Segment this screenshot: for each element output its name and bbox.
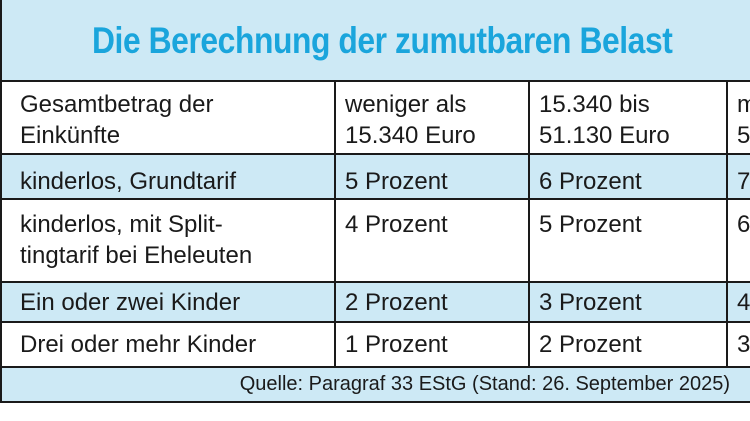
row-value: 6: [737, 211, 750, 238]
row-value: 5 Prozent: [345, 168, 448, 195]
row-label: kinderlos, Grundtarif: [20, 168, 237, 195]
source-note: Quelle: Paragraf 33 EStG (Stand: 26. Sep…: [239, 373, 730, 395]
table-row-header: Gesamtbetrag der Einkünfte weniger als 1…: [2, 82, 750, 155]
row-label: Ein oder zwei Kinder: [20, 289, 241, 316]
row-value: 4: [737, 289, 750, 316]
row-value: 1 Prozent: [345, 331, 448, 358]
row-value: 2 Prozent: [539, 331, 642, 358]
row-value: 6 Prozent: [539, 168, 642, 195]
header-bracket-high: m 5: [737, 91, 750, 149]
table-row: Drei oder mehr Kinder 1 Prozent 2 Prozen…: [2, 322, 750, 368]
header-bracket-low: weniger als 15.340 Euro: [345, 91, 476, 149]
header-income-label: Gesamtbetrag der Einkünfte: [20, 91, 214, 149]
row-value: 7: [737, 168, 750, 195]
burden-table: Gesamtbetrag der Einkünfte weniger als 1…: [2, 82, 750, 368]
row-label: kinderlos, mit Split- tingtarif bei Ehel…: [20, 211, 253, 269]
infographic-frame: Die Berechnung der zumutbaren Belast Ges…: [0, 0, 750, 403]
row-value: 2 Prozent: [345, 289, 448, 316]
infographic-title: Die Berechnung der zumutbaren Belast: [92, 20, 673, 61]
row-value: 4 Prozent: [345, 211, 448, 238]
table-row: kinderlos, Grundtarif 5 Prozent 6 Prozen…: [2, 154, 750, 200]
table-row: kinderlos, mit Split- tingtarif bei Ehel…: [2, 199, 750, 283]
table-row: Ein oder zwei Kinder 2 Prozent 3 Prozent…: [2, 282, 750, 323]
row-value: 3 Prozent: [539, 289, 642, 316]
row-value: 5 Prozent: [539, 211, 642, 238]
title-divider: [2, 80, 750, 82]
row-label: Drei oder mehr Kinder: [20, 331, 257, 358]
header-bracket-mid: 15.340 bis 51.130 Euro: [539, 91, 670, 149]
row-value: 3: [737, 331, 750, 358]
